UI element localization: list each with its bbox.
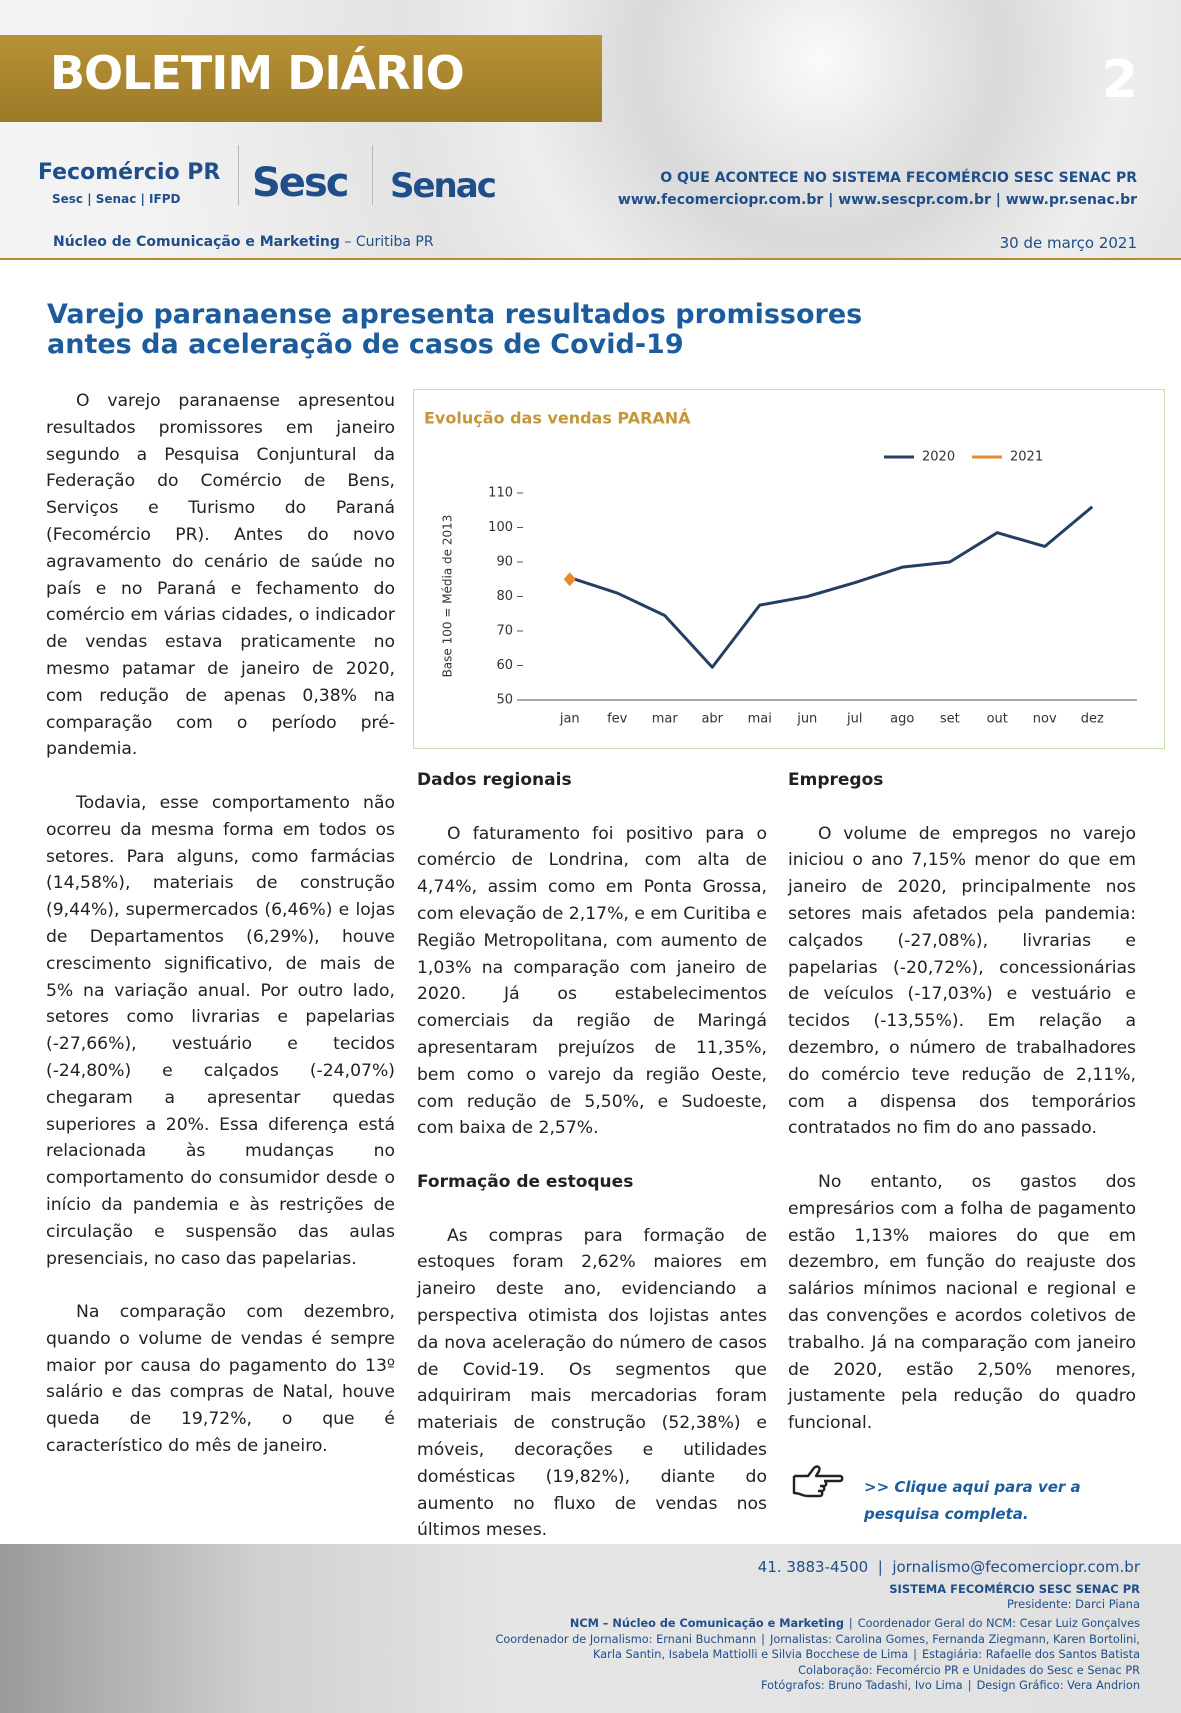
logo-separator (372, 145, 373, 205)
paragraph: O varejo paranaense apresentou resultado… (46, 391, 395, 760)
x-tick-label: mai (748, 712, 772, 727)
logo-sesc: Sesc (252, 160, 349, 206)
paragraph: As compras para formação de estoques for… (417, 1225, 767, 1541)
x-tick-label: set (940, 712, 960, 727)
y-tick-label: 110 (488, 486, 513, 501)
credit: Fotógrafos: Bruno Tadashi, Ivo Lima (760, 1679, 963, 1693)
paragraph: O faturamento foi positivo para o comérc… (417, 823, 767, 1139)
credit: NCM – Núcleo de Comunicação e Marketing (569, 1617, 844, 1630)
point-marker (563, 572, 576, 587)
chart-title: Evolução das vendas PARANÁ (424, 409, 691, 428)
column-right: Empregos O volume de empregos no varejo … (788, 767, 1136, 1464)
logo-separator (238, 145, 239, 205)
y-tick-label: 60 (496, 658, 513, 673)
phone: 41. 3883-4500 (757, 1558, 869, 1576)
email: jornalismo@fecomerciopr.com.br (892, 1558, 1140, 1576)
x-tick-label: jun (796, 712, 817, 727)
x-tick-label: mar (652, 712, 679, 727)
chart-box: Evolução das vendas PARANÁ Base 100 = Mé… (413, 389, 1165, 749)
paragraph: Na comparação com dezembro, quando o vol… (46, 1302, 395, 1457)
section-heading: Dados regionais (417, 770, 572, 790)
department-line: Núcleo de Comunicação e Marketing – Curi… (53, 234, 434, 250)
credit: Coordenador de Jornalismo: Ernani Buchma… (495, 1632, 757, 1646)
hand-icon (792, 1465, 844, 1498)
bulletin-title: BOLETIM DIÁRIO (50, 46, 465, 100)
logo-fecomercio-sub: Sesc | Senac | IFPD (52, 192, 181, 206)
logo-senac: Senac (390, 166, 497, 206)
logo-fecomercio: Fecomércio PR (38, 160, 221, 185)
legend-label: 2020 (922, 450, 955, 465)
y-axis-label: Base 100 = Média de 2013 (441, 515, 455, 678)
city: Curitiba PR (355, 234, 434, 250)
credit: Jornalistas: Carolina Gomes, Fernanda Zi… (593, 1632, 1140, 1662)
credit: Colaboração: Fecomércio PR e Unidades do… (798, 1663, 1140, 1677)
page-number: 2 (1101, 50, 1138, 110)
y-tick-label: 50 (496, 693, 513, 708)
x-tick-label: abr (701, 712, 723, 727)
credit: Design Gráfico: Vera Andrion (976, 1679, 1140, 1693)
footer-background (0, 1544, 1181, 1713)
series-line (569, 505, 1094, 669)
footer-credits: NCM – Núcleo de Comunicação e Marketing |… (495, 1617, 1140, 1693)
credit: Coordenador Geral do NCM: Cesar Luiz Gon… (857, 1617, 1140, 1630)
urls: www.fecomerciopr.com.br | www.sescpr.com… (617, 192, 1137, 208)
x-tick-label: nov (1033, 712, 1057, 727)
paragraph: O volume de empregos no varejo iniciou o… (788, 823, 1136, 1139)
section-heading: Formação de estoques (417, 1171, 634, 1192)
department: Núcleo de Comunicação e Marketing (53, 234, 340, 250)
x-tick-label: fev (607, 712, 628, 727)
x-tick-label: out (987, 712, 1008, 727)
x-tick-label: jan (559, 712, 580, 727)
y-tick-label: 70 (496, 624, 513, 639)
footer-org: SISTEMA FECOMÉRCIO SESC SENAC PR (889, 1582, 1140, 1596)
column-left: O varejo paranaense apresentou resultado… (46, 388, 395, 1487)
report-link[interactable]: >> Clique aqui para ver a pesquisa compl… (864, 1478, 1081, 1523)
footer-president: Presidente: Darci Piana (1006, 1597, 1140, 1611)
column-middle: Dados regionais O faturamento foi positi… (417, 767, 767, 1571)
article-title: Varejo paranaense apresenta resultados p… (47, 299, 863, 360)
y-tick-label: 90 (496, 555, 513, 570)
title-bar (0, 35, 602, 122)
footer-contact: 41. 3883-4500 | jornalismo@fecomerciopr.… (757, 1558, 1140, 1576)
paragraph: Todavia, esse comportamento não ocorreu … (46, 792, 395, 1269)
date: 30 de março 2021 (999, 234, 1137, 252)
x-tick-label: ago (890, 712, 914, 727)
paragraph: No entanto, os gastos dos empresários co… (788, 1171, 1136, 1434)
chart: Evolução das vendas PARANÁ Base 100 = Mé… (424, 409, 1137, 727)
x-tick-label: jul (846, 712, 862, 727)
legend-label: 2021 (1010, 450, 1043, 465)
y-tick-label: 80 (496, 589, 513, 604)
credit: Estagiária: Rafaelle dos Santos Batista (921, 1648, 1140, 1662)
y-tick-label: 100 (488, 520, 513, 535)
section-heading: Empregos (788, 770, 884, 790)
x-tick-label: dez (1081, 712, 1104, 727)
tagline: O QUE ACONTECE NO SISTEMA FECOMÉRCIO SES… (660, 170, 1137, 186)
